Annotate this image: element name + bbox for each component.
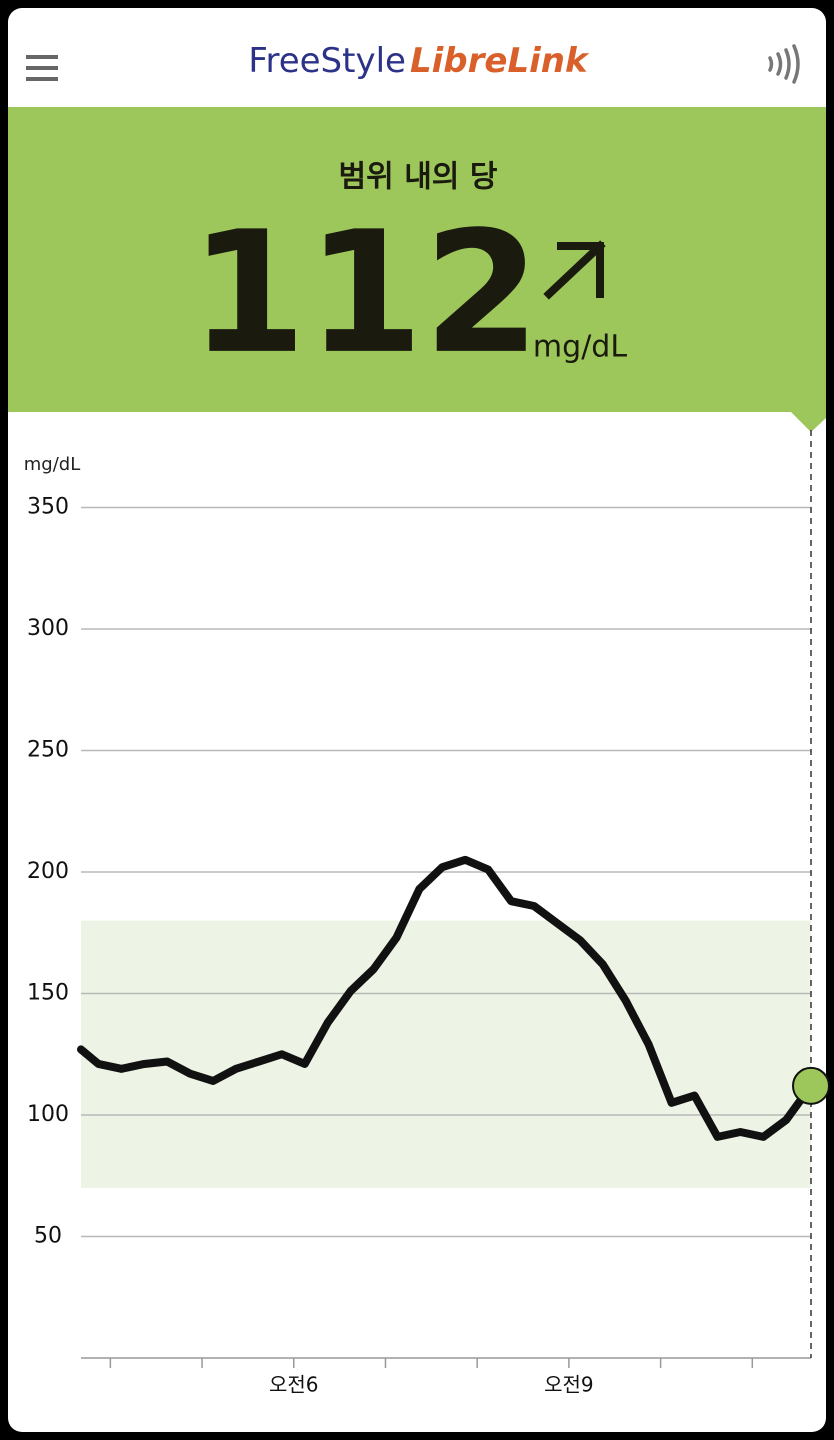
brand-logo: FreeStyle LibreLink <box>248 41 590 81</box>
y-tick-label: 250 <box>27 738 69 763</box>
menu-bar <box>26 55 58 59</box>
brand-a: FreeStyle <box>248 41 406 81</box>
y-axis-title: mg/dL <box>24 454 80 475</box>
menu-bar <box>26 77 58 81</box>
menu-button[interactable] <box>26 55 58 81</box>
y-tick-label: 300 <box>27 616 69 641</box>
plot: 50 100 150 200 250 300 350 오전6 오전9 <box>27 430 830 1397</box>
glucose-unit: mg/dL <box>533 330 627 365</box>
glucose-line <box>77 855 815 1141</box>
brand-b: LibreLink <box>410 41 590 81</box>
y-tick-label: 350 <box>27 495 69 520</box>
y-tick-label: 150 <box>27 981 69 1006</box>
current-reading-dot <box>792 1066 830 1105</box>
glucose-value: 112 <box>190 195 541 391</box>
nfc-arc <box>768 56 774 72</box>
nfc-arc <box>792 44 800 84</box>
x-tick-label: 오전9 <box>544 1373 594 1397</box>
y-tick-label: 200 <box>27 859 69 884</box>
menu-bar <box>26 66 58 70</box>
arrow-head <box>557 242 604 298</box>
y-tick-label: 100 <box>27 1102 69 1127</box>
trend-arrow <box>543 240 606 300</box>
arrow-shaft <box>543 240 606 300</box>
status-banner <box>8 107 826 412</box>
nfc-arc <box>784 48 791 80</box>
nfc-icon[interactable] <box>768 44 800 84</box>
y-tick-label: 50 <box>34 1224 62 1249</box>
nfc-arc <box>776 52 783 76</box>
status-label: 범위 내의 당 <box>339 160 498 195</box>
target-range <box>81 920 811 1188</box>
banner-notch <box>790 411 826 432</box>
x-tick-label: 오전6 <box>269 1373 319 1397</box>
